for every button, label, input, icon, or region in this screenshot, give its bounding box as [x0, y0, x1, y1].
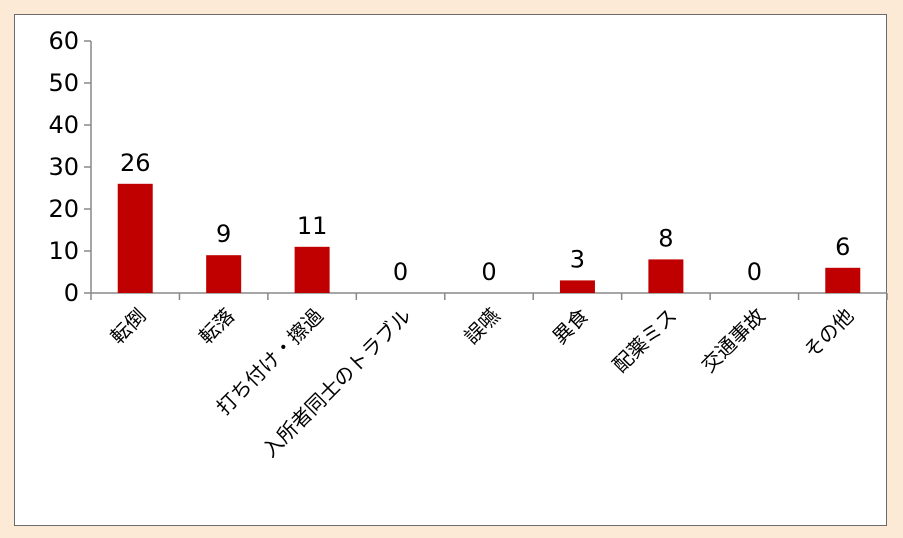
y-tick-label: 0 [64, 279, 79, 307]
y-tick-label: 30 [48, 153, 79, 181]
labels: 26転倒9転落11打ち付け・擦過0入所者同士のトラブル0誤嚥3異食8配薬ミス0交… [106, 149, 859, 462]
y-tick-label: 10 [48, 237, 79, 265]
bar-9 [825, 267, 861, 293]
data-label-2: 9 [216, 220, 231, 248]
bar-3 [294, 246, 330, 293]
category-label-1: 転倒 [106, 304, 151, 349]
bar-6 [559, 280, 595, 293]
data-label-7: 8 [658, 224, 673, 252]
category-label-2: 転落 [194, 304, 239, 349]
data-label-4: 0 [393, 258, 408, 286]
bar-7 [648, 259, 684, 293]
bar-1 [117, 183, 153, 293]
category-label-5: 誤嚥 [459, 304, 504, 349]
y-tick-label: 20 [48, 195, 79, 223]
chart-frame: 0 10 20 30 40 50 60 26 転倒 9 転落 11 打ち付け・擦過 0 入所者同士のトラブ… [14, 14, 888, 526]
bars [117, 183, 861, 293]
data-label-9: 6 [835, 233, 850, 261]
bar-2 [206, 255, 242, 293]
y-tick-label: 60 [48, 27, 79, 55]
data-label-6: 3 [570, 245, 585, 273]
category-label-4: 入所者同士のトラブル [258, 304, 416, 462]
category-label-8: 交通事故 [696, 304, 770, 378]
y-tick-label: 40 [48, 111, 79, 139]
category-label-7: 配薬ミス [608, 304, 682, 378]
data-label-8: 0 [747, 258, 762, 286]
category-label-6: 異食 [548, 304, 593, 349]
data-label-3: 11 [297, 212, 328, 240]
data-label-5: 0 [481, 258, 496, 286]
category-label-9: その他 [799, 304, 858, 363]
data-label-1: 26 [120, 149, 151, 177]
y-tick-label: 50 [48, 69, 79, 97]
